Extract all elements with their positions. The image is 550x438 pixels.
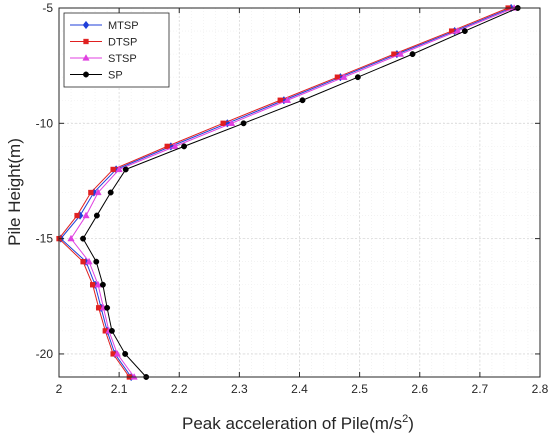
- data-point-dtsp: [220, 120, 226, 126]
- x-tick-label: 2.4: [291, 382, 308, 396]
- data-point-sp: [93, 212, 100, 219]
- data-point-stsp: [171, 142, 179, 150]
- legend-label-mtsp: MTSP: [108, 20, 139, 32]
- data-point-sp: [122, 166, 129, 173]
- data-point-dtsp: [96, 305, 102, 311]
- legend-marker-dtsp: [83, 38, 89, 45]
- x-tick-label: 2.3: [231, 382, 248, 396]
- data-point-stsp: [113, 350, 121, 357]
- data-point-dtsp: [88, 189, 94, 196]
- legend-marker-stsp: [82, 54, 90, 61]
- data-point-dtsp: [110, 166, 116, 173]
- data-point-sp: [299, 97, 306, 104]
- y-tick-label: -20: [36, 347, 54, 361]
- x-tick-label: 2.1: [111, 382, 128, 396]
- data-point-dtsp: [277, 97, 283, 103]
- data-point-sp: [181, 143, 188, 150]
- data-point-sp: [461, 28, 468, 35]
- data-point-stsp: [94, 188, 102, 196]
- data-point-stsp: [227, 119, 236, 126]
- x-tick-label: 2.8: [532, 382, 549, 396]
- x-tick-label: 2: [56, 382, 63, 396]
- legend: MTSP DTSP STSP SP: [63, 12, 170, 88]
- series-stsp: [67, 4, 518, 380]
- data-point-sp: [107, 189, 114, 196]
- ticks: 2 2.1 2.2 2.3 2.4 2.5 2.6 2.7 2.8 -5 -10 -15 -20: [36, 1, 549, 396]
- x-tick-label: 2.7: [472, 382, 489, 396]
- series-sp: [80, 5, 521, 380]
- legend-label-sp: SP: [108, 70, 123, 82]
- grid: [58, 7, 541, 378]
- data-point-stsp: [82, 211, 90, 219]
- data-point-stsp: [454, 27, 462, 34]
- data-point-dtsp: [90, 282, 96, 288]
- legend-marker-mtsp: [82, 20, 90, 30]
- x-tick-label: 2.2: [171, 382, 188, 396]
- data-point-sp: [354, 74, 361, 81]
- data-point-sp: [108, 327, 115, 334]
- series-layer: [56, 3, 521, 382]
- data-point-stsp: [85, 257, 93, 265]
- legend-item-dtsp: DTSP: [70, 37, 137, 49]
- data-point-stsp: [94, 280, 102, 288]
- y-tick-label: -15: [36, 232, 54, 246]
- legend-label-stsp: STSP: [108, 53, 137, 65]
- data-point-stsp: [396, 50, 405, 57]
- legend-item-sp: SP: [70, 70, 123, 82]
- data-point-dtsp: [74, 212, 80, 219]
- data-point-sp: [99, 281, 106, 288]
- data-point-stsp: [340, 73, 348, 80]
- data-point-sp: [409, 51, 416, 58]
- data-point-sp: [80, 235, 87, 242]
- data-point-sp: [122, 350, 129, 357]
- legend-marker-sp: [83, 71, 89, 78]
- legend-label-dtsp: DTSP: [108, 37, 137, 49]
- y-axis-label: Pile Height(m): [5, 138, 24, 246]
- y-tick-label: -5: [42, 1, 53, 15]
- data-point-sp: [104, 304, 111, 311]
- data-point-stsp: [115, 165, 123, 173]
- y-tick-label: -10: [36, 116, 54, 130]
- data-point-sp: [93, 258, 100, 265]
- legend-item-stsp: STSP: [70, 53, 137, 65]
- data-point-dtsp: [80, 259, 86, 265]
- x-tick-label: 2.5: [351, 382, 368, 396]
- x-axis-label: Peak acceleration of Pile(m/s2): [182, 413, 414, 433]
- data-point-stsp: [283, 96, 292, 103]
- x-tick-label: 2.6: [411, 382, 428, 396]
- legend-item-mtsp: MTSP: [70, 20, 139, 32]
- data-point-sp: [240, 120, 247, 127]
- data-point-dtsp: [164, 143, 170, 150]
- data-point-stsp: [67, 234, 75, 242]
